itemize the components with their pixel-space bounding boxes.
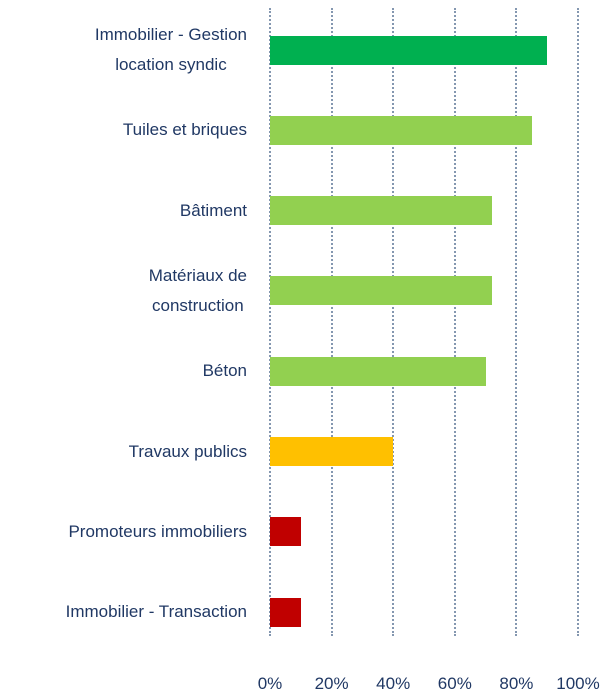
bar [270,35,548,65]
category-label-box: Tuiles et briques [0,100,247,160]
grid-line [453,8,456,636]
grid-line [577,8,579,636]
grid-line [515,8,518,636]
bar [270,437,394,466]
bar [270,196,492,226]
grid-line [330,8,333,636]
bar [270,517,301,547]
category-label-box: Immobilier - Transaction [0,582,247,642]
bar [270,356,486,386]
y-tick-label: Tuiles et briques [122,120,247,140]
bar [270,276,492,306]
y-tick-label: Immobilier - Gestion location syndic [94,25,247,74]
y-tick-label: Promoteurs immobiliers [68,521,247,541]
x-tick-label: 80% [499,674,534,693]
category-label-box: Travaux publics [0,422,247,482]
category-label-box: Promoteurs immobiliers [0,502,247,562]
bar [270,115,532,145]
y-tick-label: Matériaux de construction [148,265,247,315]
x-tick-label: 60% [437,674,472,693]
grid-line [392,8,395,636]
y-tick-label: Béton [202,361,247,381]
category-label-box: Immobilier - Gestion location syndic [0,20,247,80]
category-label-box: Matériaux de construction [0,261,247,321]
category-label-box: Béton [0,341,247,401]
x-tick-label: 100% [556,674,600,693]
y-tick-label: Immobilier - Transaction [65,602,247,622]
y-tick-label: Bâtiment [179,200,247,220]
y-tick-label: Travaux publics [128,441,247,461]
bar [270,597,301,627]
x-tick-label: 40% [376,674,411,693]
x-tick-label: 20% [314,674,349,693]
category-label-box: Bâtiment [0,181,247,241]
grid-line [269,8,271,636]
x-tick-label: 0% [257,674,283,693]
